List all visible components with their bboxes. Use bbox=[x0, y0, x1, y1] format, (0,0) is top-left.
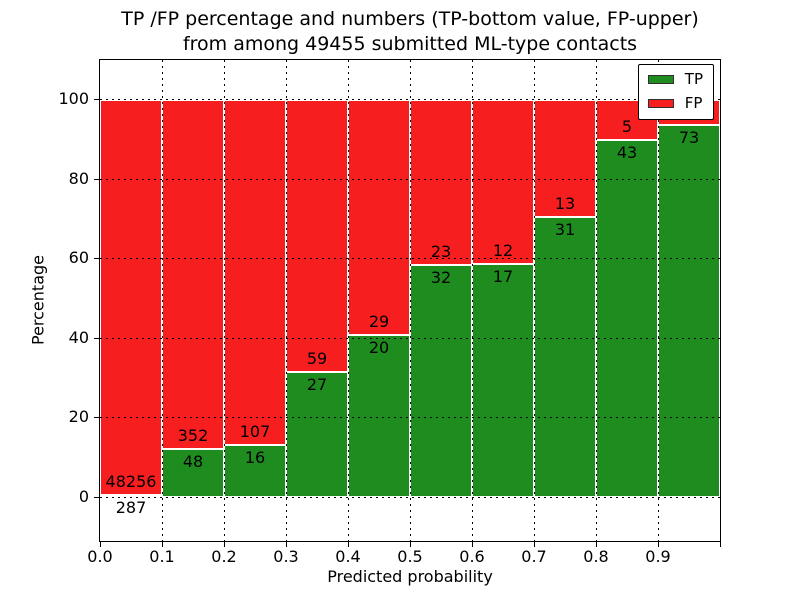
tp-count-label: 48 bbox=[182, 452, 204, 472]
bar-tp-segment bbox=[286, 372, 348, 497]
y-tick-label: 100 bbox=[58, 89, 89, 108]
tp-count-label: 32 bbox=[430, 268, 452, 288]
y-tick-mark bbox=[94, 497, 99, 498]
vertical-gridline bbox=[534, 60, 535, 541]
chart-title-line2: from among 49455 submitted ML-type conta… bbox=[182, 33, 638, 55]
fp-count-label: 12 bbox=[492, 240, 514, 260]
fp-count-label: 23 bbox=[430, 242, 452, 262]
bar-tp-segment bbox=[472, 263, 534, 497]
x-tick-mark bbox=[658, 542, 659, 547]
fp-count-label: 107 bbox=[239, 422, 271, 442]
bar-tp-segment bbox=[658, 124, 720, 497]
horizontal-gridline bbox=[100, 337, 720, 339]
x-tick-label: 0.6 bbox=[459, 547, 485, 566]
y-tick-label: 0 bbox=[78, 487, 89, 506]
x-tick-label: 0.7 bbox=[521, 547, 547, 566]
horizontal-gridline bbox=[100, 178, 720, 180]
tp-count-label: 31 bbox=[554, 219, 576, 239]
y-tick-label: 40 bbox=[68, 327, 89, 347]
tp-count-label: 43 bbox=[616, 143, 638, 163]
y-tick-mark bbox=[94, 417, 99, 419]
bar-fp-segment bbox=[472, 100, 534, 264]
bar-fp-segment bbox=[224, 100, 286, 446]
x-tick-mark bbox=[720, 542, 721, 547]
tp-count-label: 287 bbox=[115, 497, 147, 517]
tp-count-label: 27 bbox=[306, 375, 328, 395]
x-tick-label: 0.9 bbox=[645, 547, 671, 566]
y-tick-label: 20 bbox=[68, 407, 89, 427]
x-tick-label: 0.4 bbox=[335, 547, 361, 566]
bar-tp-segment bbox=[100, 494, 162, 497]
tp-count-label: 16 bbox=[244, 448, 266, 468]
y-tick-mark bbox=[94, 178, 99, 180]
legend-row-tp: TP bbox=[647, 70, 703, 88]
legend-swatch-fp bbox=[647, 99, 674, 108]
y-tick-mark bbox=[94, 258, 99, 260]
legend-row-fp: FP bbox=[647, 94, 703, 112]
fp-count-label: 13 bbox=[554, 193, 576, 213]
vertical-gridline bbox=[410, 60, 411, 541]
legend-swatch-tp bbox=[647, 75, 674, 84]
x-tick-mark bbox=[162, 542, 163, 547]
y-tick-mark bbox=[94, 99, 99, 100]
horizontal-gridline bbox=[100, 417, 720, 419]
plot-area: TP FP 48256 287 352 48 107 16 59 27 29 20 23 32 12 17 1… bbox=[99, 59, 721, 542]
x-tick-mark bbox=[100, 542, 101, 547]
bar-fp-segment bbox=[410, 100, 472, 266]
bar-fp-segment bbox=[162, 100, 224, 450]
legend-label-tp: TP bbox=[684, 70, 703, 88]
fp-count-label: 59 bbox=[306, 349, 328, 369]
x-tick-label: 0.1 bbox=[149, 547, 175, 566]
x-tick-mark bbox=[410, 542, 411, 547]
horizontal-gridline bbox=[100, 99, 720, 100]
y-tick-label: 80 bbox=[68, 168, 89, 188]
fp-count-label: 352 bbox=[177, 426, 209, 446]
x-tick-mark bbox=[534, 542, 535, 547]
tp-count-label: 17 bbox=[492, 266, 514, 286]
y-tick-mark bbox=[94, 337, 99, 339]
vertical-gridline bbox=[286, 60, 287, 541]
chart-title-line1: TP /FP percentage and numbers (TP-bottom… bbox=[121, 8, 699, 30]
x-tick-mark bbox=[348, 542, 349, 547]
horizontal-gridline bbox=[100, 258, 720, 260]
x-tick-mark bbox=[224, 542, 225, 547]
x-tick-mark bbox=[286, 542, 287, 547]
x-axis-label: Predicted probability bbox=[327, 567, 493, 586]
bar-tp-segment bbox=[162, 449, 224, 497]
bar-tp-segment bbox=[534, 216, 596, 497]
fp-count-label: 29 bbox=[368, 311, 390, 331]
x-tick-mark bbox=[472, 542, 473, 547]
bar-tp-segment bbox=[410, 265, 472, 497]
x-tick-mark bbox=[596, 542, 597, 547]
y-tick-label: 60 bbox=[68, 248, 89, 268]
tp-count-label: 73 bbox=[678, 127, 700, 147]
legend: TP FP bbox=[637, 64, 714, 120]
vertical-gridline bbox=[348, 60, 349, 541]
chart-title: TP /FP percentage and numbers (TP-bottom… bbox=[20, 7, 800, 57]
vertical-gridline bbox=[224, 60, 225, 541]
bar-tp-segment bbox=[596, 140, 658, 497]
fp-count-label: 48256 bbox=[105, 471, 157, 491]
tp-count-label: 20 bbox=[368, 337, 390, 357]
vertical-gridline bbox=[658, 60, 659, 541]
fp-count-label: 5 bbox=[621, 117, 633, 137]
x-tick-label: 0.2 bbox=[211, 547, 237, 566]
vertical-gridline bbox=[162, 60, 163, 541]
x-tick-label: 0.5 bbox=[397, 547, 423, 566]
bar-fp-segment bbox=[348, 100, 410, 335]
x-tick-label: 0.3 bbox=[273, 547, 299, 566]
legend-label-fp: FP bbox=[684, 94, 703, 112]
x-tick-label: 0.8 bbox=[583, 547, 609, 566]
bar-fp-segment bbox=[100, 100, 162, 495]
horizontal-gridline bbox=[100, 497, 720, 498]
bar-fp-segment bbox=[286, 100, 348, 373]
bar-tp-segment bbox=[348, 334, 410, 497]
vertical-gridline bbox=[472, 60, 473, 541]
vertical-gridline bbox=[596, 60, 597, 541]
x-tick-label: 0.0 bbox=[87, 547, 113, 566]
